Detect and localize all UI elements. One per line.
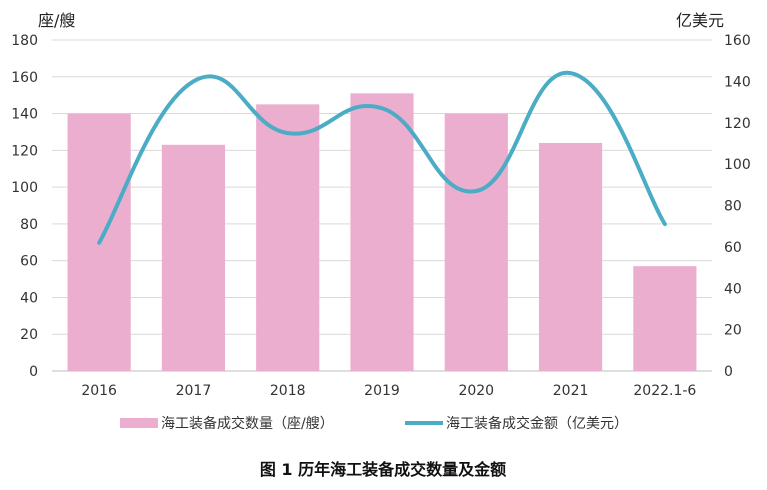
x-axis-tick-label: 2021: [553, 383, 589, 399]
bar: [256, 104, 320, 371]
right-axis-unit: 亿美元: [676, 11, 724, 30]
left-axis-tick-label: 140: [11, 107, 38, 123]
right-axis-tick-label: 160: [724, 33, 751, 49]
bar: [633, 266, 697, 371]
right-axis-tick-label: 60: [724, 240, 742, 256]
x-axis-tick-label: 2022.1-6: [633, 383, 696, 399]
bar: [161, 144, 226, 371]
right-axis-tick-label: 80: [724, 199, 742, 215]
left-axis-tick-label: 180: [11, 33, 38, 49]
right-axis-tick-label: 20: [724, 323, 742, 339]
left-axis-ticks: 0 20 40 60 80 100 120 140 160 180: [11, 33, 38, 380]
right-axis-tick-label: 140: [724, 74, 751, 90]
left-axis-tick-label: 60: [20, 254, 38, 270]
series-line: [97, 71, 667, 245]
right-axis-tick-label: 100: [724, 157, 751, 173]
right-axis-ticks: 0 20 40 60 80 100 120 140 160: [724, 33, 751, 380]
right-axis-tick-label: 40: [724, 281, 742, 297]
figure-caption: 图 1 历年海工装备成交数量及金额: [260, 460, 506, 479]
right-axis-tick-label: 120: [724, 116, 751, 132]
x-axis-tick-label: 2017: [176, 383, 212, 399]
bar: [350, 93, 414, 372]
legend: 海工装备成交数量（座/艘） 海工装备成交金额（亿美元）: [120, 415, 628, 432]
x-axis-tick-label: 2019: [364, 383, 400, 399]
right-axis-tick-label: 0: [724, 364, 733, 380]
bar: [444, 113, 508, 372]
x-axis-tick-label: 2018: [270, 383, 306, 399]
legend-line-label: 海工装备成交金额（亿美元）: [446, 415, 628, 432]
x-axis-tick-label: 2016: [81, 383, 117, 399]
line-series: [97, 71, 667, 245]
left-axis-tick-label: 100: [11, 180, 38, 196]
x-axis-tick-label: 2020: [458, 383, 494, 399]
bar-series: [67, 93, 697, 372]
legend-bar-swatch: [120, 418, 158, 428]
bar: [538, 142, 603, 371]
x-axis-ticks: 2016 2017 2018 2019 2020 2021 2022.1-6: [81, 383, 696, 399]
left-axis-tick-label: 160: [11, 70, 38, 86]
left-axis-tick-label: 0: [29, 364, 38, 380]
legend-bar-label: 海工装备成交数量（座/艘）: [161, 415, 334, 432]
left-axis-unit: 座/艘: [38, 11, 75, 30]
left-axis-tick-label: 20: [20, 327, 38, 343]
left-axis-tick-label: 80: [20, 217, 38, 233]
left-axis-tick-label: 120: [11, 143, 38, 159]
left-axis-tick-label: 40: [20, 290, 38, 306]
